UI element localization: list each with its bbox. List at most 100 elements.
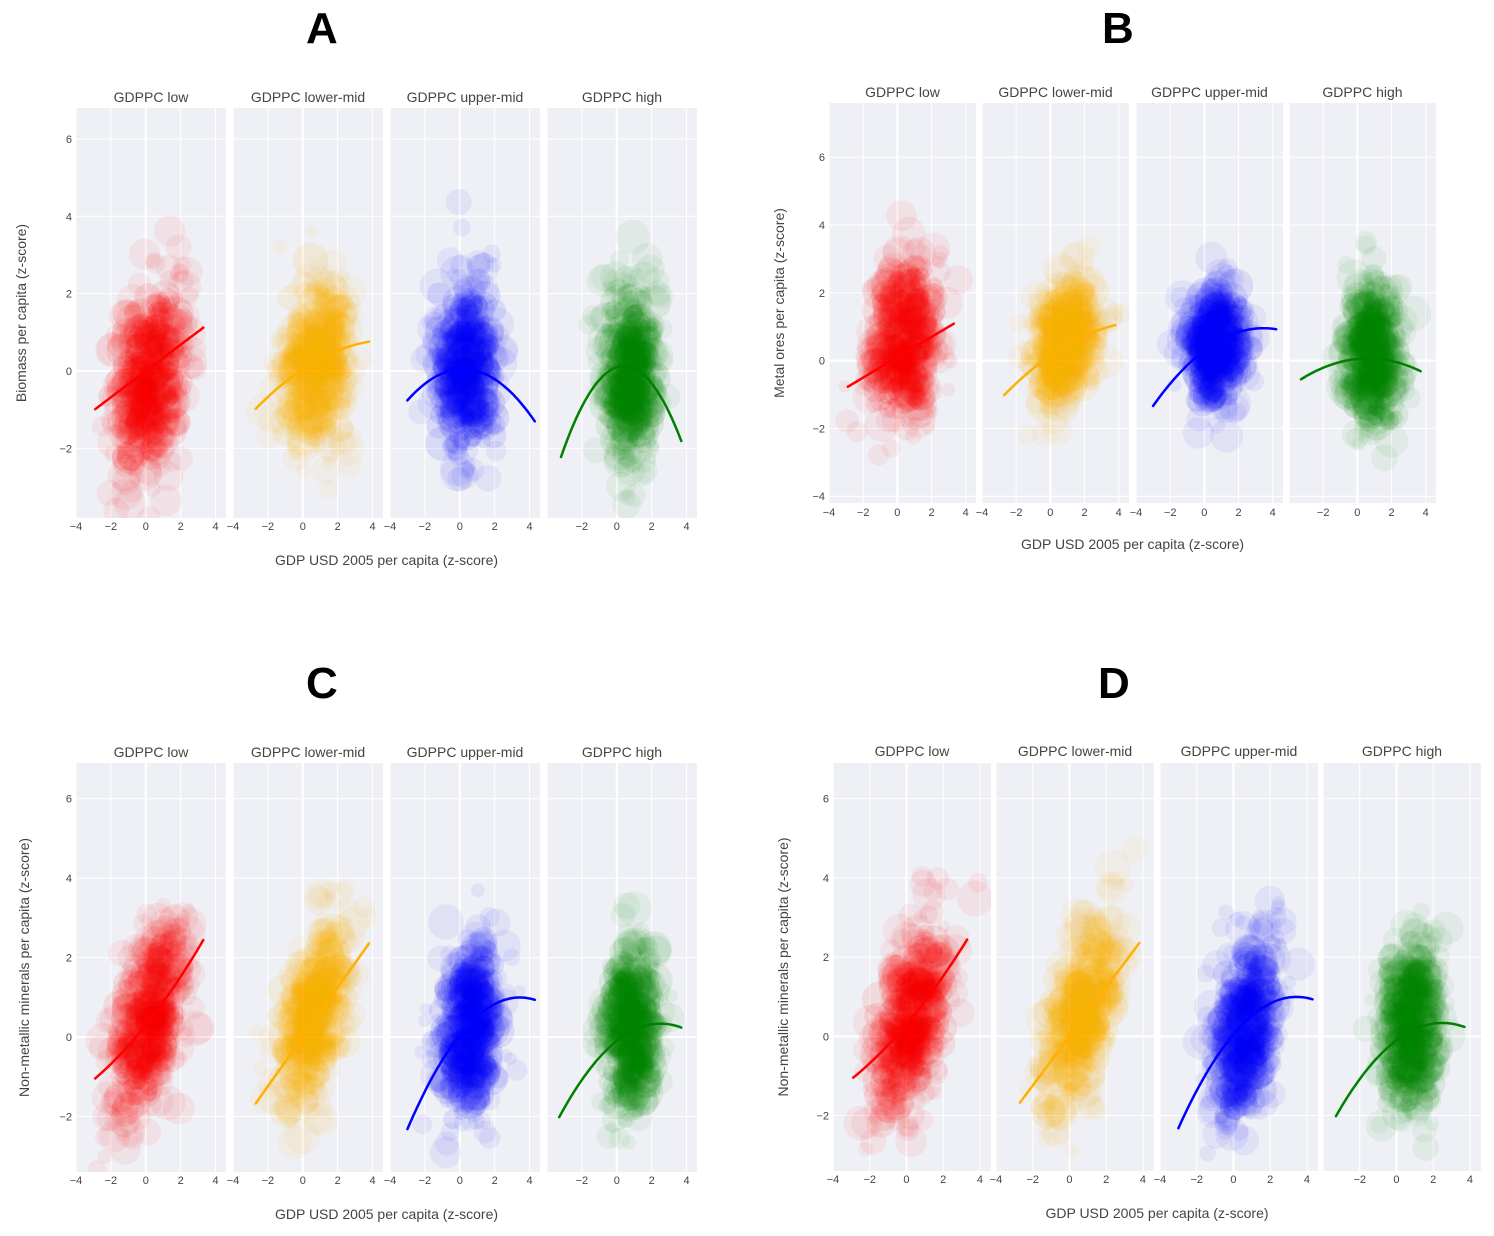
x-tick-label: 4 — [1423, 507, 1429, 519]
y-tick-label: 0 — [66, 366, 72, 378]
x-tick-label: 2 — [178, 1175, 184, 1187]
x-tick-label: 0 — [614, 1175, 620, 1187]
x-tick-label: −2 — [1010, 507, 1023, 519]
panel-b-chart: Metal ores per capita (z-score)−4−20246G… — [754, 0, 1494, 600]
data-point — [312, 456, 340, 484]
x-tick-label: 2 — [649, 521, 655, 533]
data-point — [310, 936, 329, 955]
data-point — [1354, 391, 1384, 421]
x-tick-label: 2 — [335, 521, 341, 533]
y-tick-label: 2 — [819, 288, 825, 300]
x-tick-label: 4 — [683, 1175, 689, 1187]
data-point — [1077, 234, 1102, 259]
data-point — [486, 1067, 508, 1089]
y-tick-label: −2 — [812, 423, 825, 435]
data-point — [612, 332, 631, 351]
y-tick-label: −2 — [59, 1111, 72, 1123]
x-tick-label: −4 — [70, 521, 83, 533]
data-point — [473, 1112, 491, 1130]
data-point — [1347, 309, 1370, 332]
data-point — [248, 1025, 264, 1041]
data-point — [1354, 290, 1368, 304]
x-tick-label: −4 — [1130, 507, 1143, 519]
x-tick-label: −2 — [576, 1175, 589, 1187]
data-point — [308, 308, 322, 322]
data-point — [338, 454, 361, 477]
data-point — [1048, 309, 1081, 342]
data-point — [1377, 275, 1403, 301]
data-point — [304, 886, 333, 915]
data-point — [503, 949, 520, 966]
data-point — [290, 1026, 321, 1057]
data-point — [467, 966, 500, 999]
data-point — [634, 290, 650, 306]
data-point — [620, 452, 636, 468]
data-point — [138, 444, 155, 461]
data-point — [114, 487, 147, 520]
x-tick-label: 2 — [492, 521, 498, 533]
data-point — [907, 293, 928, 314]
facet-title: GDPPC upper-mid — [407, 744, 524, 760]
x-axis-label: GDP USD 2005 per capita (z-score) — [275, 1206, 498, 1222]
data-point — [622, 484, 646, 508]
x-tick-label: 2 — [649, 1175, 655, 1187]
facet-title: GDPPC high — [582, 89, 662, 105]
data-point — [1196, 289, 1218, 311]
x-axis-label: GDP USD 2005 per capita (z-score) — [1021, 536, 1244, 552]
data-point — [862, 280, 878, 296]
y-tick-label: 2 — [66, 289, 72, 301]
x-tick-label: −2 — [1317, 507, 1330, 519]
x-tick-label: −4 — [976, 507, 989, 519]
data-point — [630, 269, 645, 284]
x-tick-label: 0 — [1047, 507, 1053, 519]
y-tick-label: 4 — [66, 873, 72, 885]
data-point — [88, 1160, 106, 1178]
data-point — [905, 239, 925, 259]
data-point — [1342, 420, 1371, 449]
data-point — [1239, 337, 1262, 360]
data-point — [1344, 373, 1361, 390]
x-tick-label: 2 — [1388, 507, 1394, 519]
data-point — [143, 967, 155, 979]
data-point — [329, 368, 364, 403]
data-point — [335, 897, 360, 922]
facet-title: GDPPC low — [865, 84, 941, 100]
data-point — [310, 1082, 328, 1100]
x-tick-label: 2 — [1235, 507, 1241, 519]
data-point — [131, 314, 147, 330]
data-point — [414, 1045, 428, 1059]
x-tick-label: 4 — [1116, 507, 1122, 519]
data-point — [158, 933, 178, 953]
x-tick-label: −2 — [262, 521, 275, 533]
x-tick-label: 0 — [614, 521, 620, 533]
y-tick-label: −4 — [812, 491, 825, 503]
facet-title: GDPPC lower-mid — [998, 84, 1112, 100]
data-point — [325, 295, 350, 320]
data-point — [460, 299, 474, 313]
y-tick-label: 4 — [819, 220, 825, 232]
data-point — [302, 1103, 333, 1134]
y-tick-label: 4 — [66, 211, 72, 223]
data-point — [428, 904, 463, 939]
data-point — [163, 1005, 176, 1018]
panel-letter-c: C — [306, 659, 338, 709]
x-tick-label: −2 — [105, 1175, 118, 1187]
data-point — [98, 1075, 121, 1098]
facet-title: GDPPC lower-mid — [251, 89, 365, 105]
x-tick-label: 4 — [683, 521, 689, 533]
x-tick-label: −2 — [419, 521, 432, 533]
data-point — [181, 976, 200, 995]
x-tick-label: 0 — [457, 1175, 463, 1187]
data-point — [627, 305, 644, 322]
data-point — [116, 1128, 128, 1140]
data-point — [272, 334, 286, 348]
data-point — [427, 282, 451, 306]
